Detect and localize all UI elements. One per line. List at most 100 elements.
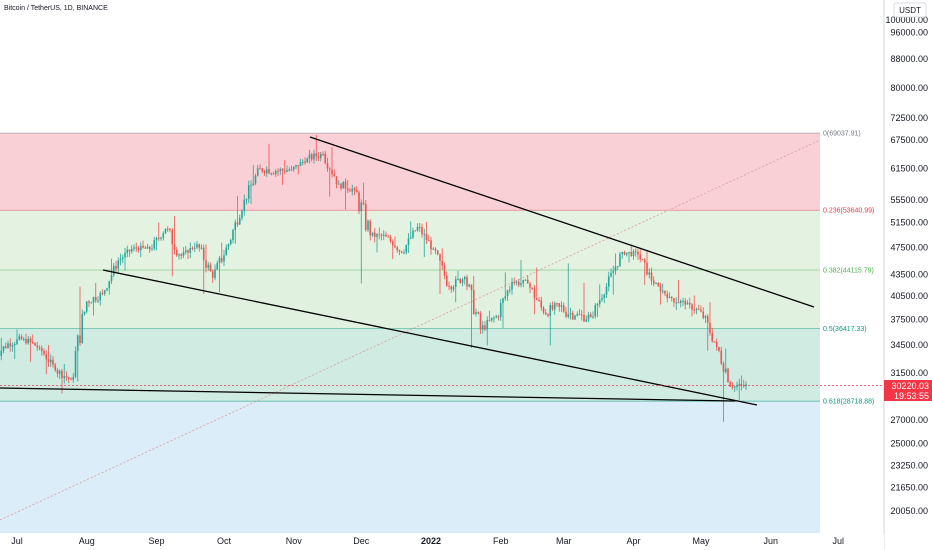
fib-zone-3 — [0, 328, 820, 402]
price-axis-background[interactable] — [884, 0, 932, 550]
price-tick-label: 47500.00 — [890, 242, 928, 252]
chart-title: Bitcoin / TetherUS, 1D, BINANCE — [4, 5, 108, 12]
fib-label-2: 0.382(44115.79) — [823, 267, 874, 274]
descending-support-line[interactable] — [102, 269, 758, 406]
time-tick-label: Aug — [79, 536, 95, 546]
candle — [180, 253, 183, 260]
fib-label-3: 0.5(36417.33) — [823, 326, 867, 333]
candle — [391, 239, 394, 260]
candle — [94, 282, 97, 303]
candle — [369, 219, 372, 241]
candle — [119, 253, 122, 266]
horizontal-support-line[interactable] — [0, 387, 736, 402]
candle — [27, 336, 30, 345]
candle — [666, 290, 669, 303]
candle — [531, 287, 534, 291]
candle — [115, 260, 117, 273]
descending-resistance-line[interactable] — [309, 136, 815, 308]
candle — [340, 182, 342, 191]
candle — [43, 348, 45, 356]
candle — [103, 289, 106, 297]
candle — [722, 361, 725, 422]
time-axis-background[interactable] — [0, 533, 884, 550]
candle — [232, 228, 234, 244]
candle — [337, 180, 340, 185]
candle — [427, 234, 430, 242]
candle — [675, 297, 678, 311]
currency-badge[interactable]: USDT — [893, 2, 927, 18]
candle — [670, 296, 673, 302]
candle — [191, 246, 194, 251]
candle — [403, 249, 405, 255]
candle — [67, 376, 70, 384]
candle — [126, 245, 129, 258]
candle — [92, 296, 95, 316]
candle — [225, 244, 228, 256]
candle — [493, 315, 495, 323]
candle — [621, 251, 624, 259]
trendlines[interactable] — [0, 136, 815, 406]
fib-zone-0 — [0, 133, 820, 211]
candle — [281, 167, 284, 185]
candle — [598, 284, 601, 308]
candle — [38, 345, 41, 351]
candle — [502, 297, 504, 329]
candle — [85, 301, 88, 314]
candle — [331, 147, 333, 178]
candle — [589, 312, 592, 318]
last-price-label-box — [884, 380, 932, 401]
candle — [547, 313, 549, 318]
candle — [351, 184, 354, 196]
fib-zone-1 — [0, 210, 820, 270]
candle — [623, 250, 626, 256]
candle — [475, 308, 477, 317]
candle — [630, 244, 633, 257]
time-tick-label: Feb — [493, 536, 509, 546]
candle — [322, 151, 324, 156]
candle — [418, 222, 421, 233]
candle — [371, 232, 374, 238]
candle — [450, 285, 453, 293]
fib-label-4: 0.618(28718.88) — [823, 399, 874, 406]
currency-badge-box[interactable] — [893, 2, 927, 18]
candle — [655, 282, 657, 285]
candle — [130, 245, 133, 254]
candle — [578, 309, 581, 316]
candle — [349, 187, 351, 192]
candle — [254, 173, 257, 186]
candle — [175, 246, 178, 258]
price-tick-label: 27000.00 — [890, 415, 928, 425]
candle — [7, 340, 9, 349]
candle — [542, 306, 545, 315]
candle — [218, 256, 221, 293]
candle — [187, 249, 189, 260]
candle — [506, 289, 509, 301]
candle — [470, 284, 473, 349]
candle — [468, 283, 471, 288]
candle — [448, 281, 450, 291]
price-axis-ticks: 100000.00 96000.00 88000.00 80000.00 72500.0… — [885, 15, 928, 516]
candle — [193, 242, 196, 252]
candle — [297, 165, 300, 175]
candle — [625, 252, 628, 257]
candle — [328, 167, 331, 197]
candle — [319, 151, 322, 162]
candle — [4, 342, 7, 349]
candle — [333, 169, 336, 177]
price-tick-label: 72500.00 — [890, 113, 928, 123]
candle — [479, 311, 482, 335]
candle — [63, 363, 66, 384]
candle — [727, 367, 729, 383]
candle — [342, 181, 345, 189]
candle — [612, 265, 615, 295]
candle — [112, 262, 115, 278]
candle — [36, 341, 39, 351]
candle — [650, 267, 653, 285]
candle — [432, 247, 435, 250]
candle — [223, 250, 225, 266]
price-tick-label: 37500.00 — [890, 315, 928, 325]
candle — [385, 231, 387, 237]
candle — [173, 216, 176, 255]
candle — [540, 296, 543, 311]
